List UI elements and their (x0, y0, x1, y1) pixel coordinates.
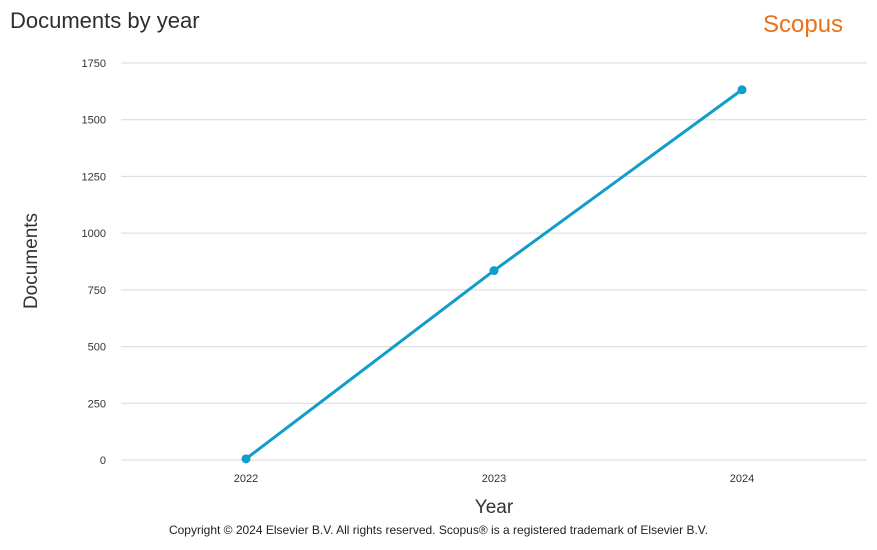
y-tick-label: 750 (88, 285, 106, 297)
y-axis-ticks: 0 250 500 750 1000 1250 1500 1750 (82, 58, 106, 467)
series-documents (241, 85, 747, 464)
x-tick-label: 2023 (482, 473, 506, 485)
data-point[interactable] (737, 85, 747, 95)
y-tick-label: 1000 (82, 228, 106, 240)
y-tick-label: 1500 (82, 115, 106, 127)
chart-title: Documents by year (10, 8, 200, 33)
x-axis-title: Year (475, 497, 514, 518)
scopus-logo[interactable]: Scopus (763, 11, 844, 38)
y-tick-label: 250 (88, 398, 106, 410)
gridlines (121, 62, 867, 461)
copyright-notice: Copyright © 2024 Elsevier B.V. All right… (168, 523, 709, 537)
x-tick-label: 2024 (730, 473, 754, 485)
y-tick-label: 0 (100, 455, 106, 467)
data-point[interactable] (489, 266, 499, 276)
x-axis-ticks: 2022 2023 2024 (234, 473, 754, 485)
y-tick-label: 500 (88, 342, 106, 354)
y-axis-title: Documents (21, 213, 42, 309)
data-point[interactable] (241, 454, 251, 464)
y-tick-label: 1250 (82, 171, 106, 183)
x-tick-label: 2022 (234, 473, 258, 485)
y-tick-label: 1750 (82, 58, 106, 70)
